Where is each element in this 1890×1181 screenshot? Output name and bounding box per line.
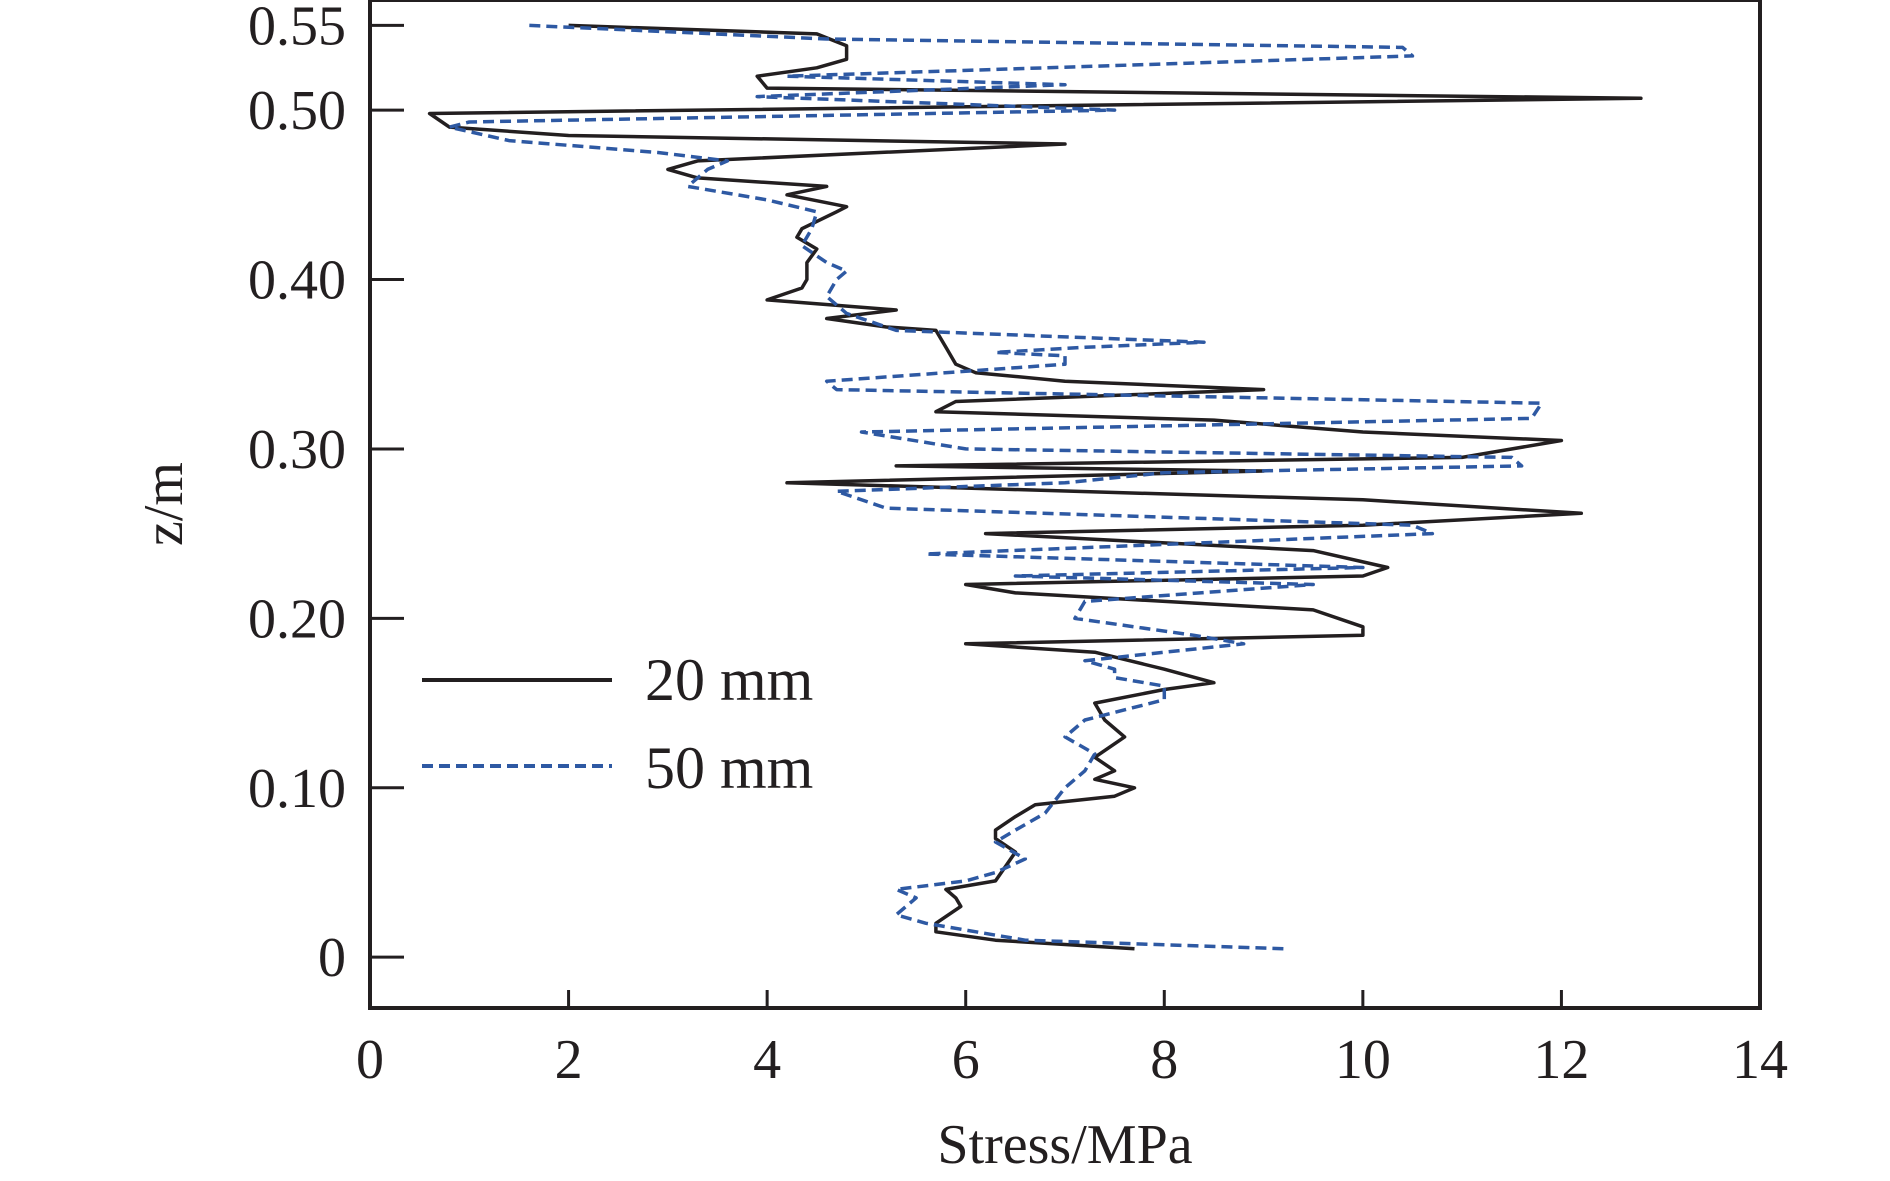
series-layer (427, 23, 1643, 951)
x-axis-title: Stress/MPa (937, 1114, 1192, 1176)
x-axis: 0 2 4 6 8 10 12 14 (356, 990, 1788, 1091)
x-tick-label: 8 (1150, 1029, 1178, 1091)
y-tick-label: 0.55 (248, 0, 346, 57)
legend: 20 mm 50 mm (422, 647, 813, 801)
x-tick-label: 4 (753, 1029, 781, 1091)
x-tick-label: 2 (555, 1029, 583, 1091)
legend-label-50mm: 50 mm (645, 735, 813, 801)
x-tick-label: 14 (1732, 1029, 1788, 1091)
x-tick-label: 0 (356, 1029, 384, 1091)
y-axis-title: z/m (133, 462, 195, 546)
x-tick-label: 6 (952, 1029, 980, 1091)
y-tick-label: 0.40 (248, 250, 346, 312)
series-line-50mm (447, 23, 1544, 951)
y-tick-label: 0.10 (248, 758, 346, 820)
y-tick-label: 0.20 (248, 588, 346, 650)
plot-area-frame (368, 0, 1762, 1010)
y-axis: 0 0.10 0.20 0.30 0.40 0.50 0.55 (248, 0, 404, 989)
y-tick-label: 0.50 (248, 80, 346, 142)
series-line-20mm (427, 23, 1643, 951)
y-tick-label: 0.30 (248, 419, 346, 481)
x-tick-label: 12 (1533, 1029, 1589, 1091)
legend-label-20mm: 20 mm (645, 647, 813, 713)
x-tick-label: 10 (1335, 1029, 1391, 1091)
y-tick-label: 0 (318, 927, 346, 989)
